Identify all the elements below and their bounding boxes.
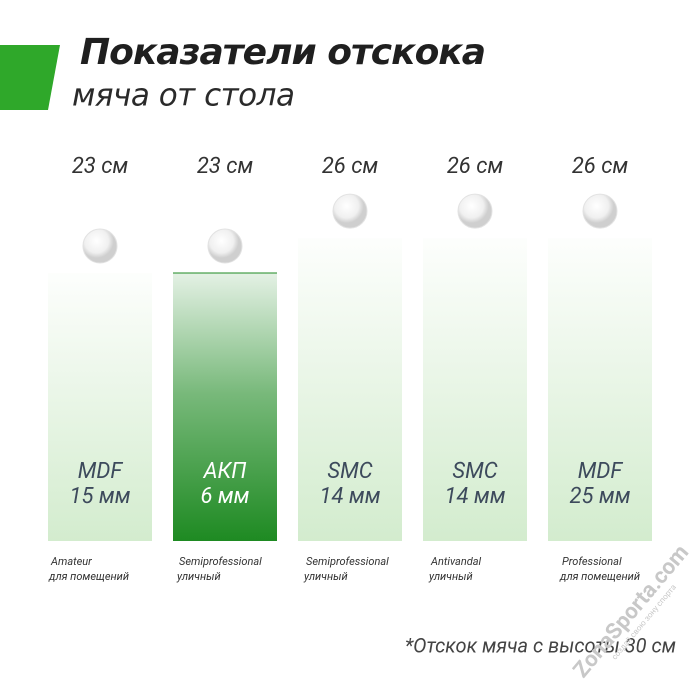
bar	[548, 238, 652, 541]
bar	[423, 238, 527, 541]
value-label: 23 см	[197, 154, 254, 179]
bar	[173, 273, 277, 541]
material-label: MDF	[78, 459, 124, 484]
value-label: 26 см	[322, 154, 379, 179]
thickness-label: 14 мм	[444, 484, 505, 509]
thickness-label: 15 мм	[69, 484, 130, 509]
material-label: MDF	[578, 459, 624, 484]
chart-title: Показатели отскока	[80, 32, 485, 73]
level-label: Semiprofessional	[306, 555, 389, 568]
thickness-label: 6 мм	[200, 484, 249, 509]
usage-label: уличный	[428, 570, 473, 583]
material-label: SMC	[327, 459, 372, 484]
value-label: 23 см	[72, 154, 129, 179]
ball	[82, 228, 118, 264]
material-label: АКП	[203, 459, 247, 484]
level-label: Amateur	[50, 555, 92, 568]
chart-subtitle: мяча от стола	[72, 78, 294, 114]
ball	[207, 228, 243, 264]
material-label: SMC	[452, 459, 497, 484]
level-label: Semiprofessional	[179, 555, 262, 568]
level-label: Antivandal	[430, 555, 482, 568]
level-label: Professional	[562, 555, 622, 568]
thickness-label: 25 мм	[569, 484, 630, 509]
ball	[332, 193, 368, 229]
usage-label: для помещений	[559, 570, 640, 583]
thickness-label: 14 мм	[319, 484, 380, 509]
usage-label: для помещений	[48, 570, 129, 583]
usage-label: уличный	[176, 570, 221, 583]
ball	[582, 193, 618, 229]
footnote: *Отскок мяча с высоты 30 см	[405, 633, 676, 657]
bar	[48, 273, 152, 541]
accent-shape	[0, 45, 60, 110]
bar	[298, 238, 402, 541]
usage-label: уличный	[303, 570, 348, 583]
ball	[457, 193, 493, 229]
value-label: 26 см	[572, 154, 629, 179]
value-label: 26 см	[447, 154, 504, 179]
